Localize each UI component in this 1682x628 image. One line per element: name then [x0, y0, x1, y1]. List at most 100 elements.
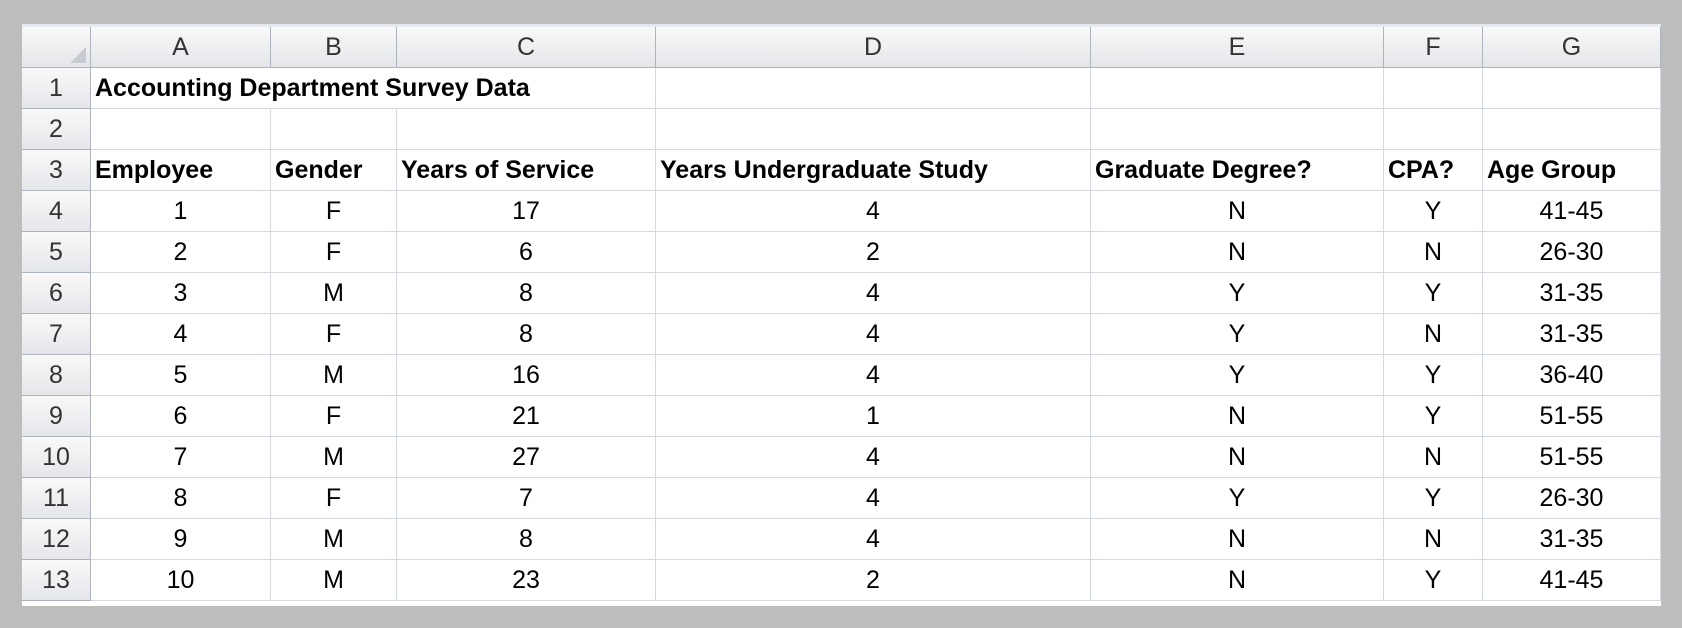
data-cell[interactable]: F: [271, 478, 397, 519]
column-header[interactable]: E: [1091, 27, 1384, 68]
data-cell[interactable]: 4: [656, 273, 1091, 314]
data-cell[interactable]: 51-55: [1483, 396, 1661, 437]
header-cell[interactable]: CPA?: [1384, 150, 1483, 191]
row-header[interactable]: 2: [22, 109, 91, 150]
title-cell[interactable]: Accounting Department Survey Data: [91, 68, 656, 109]
data-cell[interactable]: N: [1384, 232, 1483, 273]
column-header[interactable]: A: [91, 27, 271, 68]
cell[interactable]: [1091, 109, 1384, 150]
row-header[interactable]: 8: [22, 355, 91, 396]
data-cell[interactable]: 6: [397, 232, 656, 273]
data-cell[interactable]: 31-35: [1483, 314, 1661, 355]
data-cell[interactable]: 9: [91, 519, 271, 560]
data-cell[interactable]: 4: [656, 437, 1091, 478]
header-cell[interactable]: Years of Service: [397, 150, 656, 191]
data-cell[interactable]: 1: [91, 191, 271, 232]
data-cell[interactable]: 5: [91, 355, 271, 396]
data-cell[interactable]: 8: [397, 519, 656, 560]
data-cell[interactable]: 31-35: [1483, 273, 1661, 314]
data-cell[interactable]: N: [1091, 560, 1384, 601]
cell[interactable]: [271, 109, 397, 150]
data-cell[interactable]: M: [271, 273, 397, 314]
column-header[interactable]: C: [397, 27, 656, 68]
data-cell[interactable]: Y: [1091, 314, 1384, 355]
data-cell[interactable]: 36-40: [1483, 355, 1661, 396]
data-cell[interactable]: Y: [1091, 273, 1384, 314]
cell[interactable]: [1483, 109, 1661, 150]
data-cell[interactable]: Y: [1091, 355, 1384, 396]
data-cell[interactable]: 41-45: [1483, 191, 1661, 232]
column-header[interactable]: D: [656, 27, 1091, 68]
data-cell[interactable]: 2: [91, 232, 271, 273]
cell[interactable]: [91, 109, 271, 150]
row-header[interactable]: 10: [22, 437, 91, 478]
data-cell[interactable]: 31-35: [1483, 519, 1661, 560]
data-cell[interactable]: 17: [397, 191, 656, 232]
data-cell[interactable]: 4: [656, 191, 1091, 232]
data-cell[interactable]: Y: [1384, 478, 1483, 519]
data-cell[interactable]: Y: [1384, 355, 1483, 396]
data-cell[interactable]: 21: [397, 396, 656, 437]
data-cell[interactable]: 27: [397, 437, 656, 478]
row-header[interactable]: 9: [22, 396, 91, 437]
data-cell[interactable]: N: [1091, 519, 1384, 560]
data-cell[interactable]: 2: [656, 560, 1091, 601]
data-cell[interactable]: M: [271, 560, 397, 601]
data-cell[interactable]: N: [1091, 437, 1384, 478]
data-cell[interactable]: 4: [91, 314, 271, 355]
row-header[interactable]: 13: [22, 560, 91, 601]
data-cell[interactable]: 1: [656, 396, 1091, 437]
row-header[interactable]: 3: [22, 150, 91, 191]
data-cell[interactable]: Y: [1384, 191, 1483, 232]
row-header[interactable]: 1: [22, 68, 91, 109]
data-cell[interactable]: 4: [656, 355, 1091, 396]
data-cell[interactable]: N: [1384, 519, 1483, 560]
cell[interactable]: [1384, 109, 1483, 150]
data-cell[interactable]: 23: [397, 560, 656, 601]
data-cell[interactable]: 26-30: [1483, 478, 1661, 519]
data-cell[interactable]: 8: [397, 273, 656, 314]
data-cell[interactable]: N: [1091, 396, 1384, 437]
data-cell[interactable]: N: [1091, 232, 1384, 273]
data-cell[interactable]: F: [271, 396, 397, 437]
cell[interactable]: [656, 109, 1091, 150]
row-header[interactable]: 6: [22, 273, 91, 314]
row-header[interactable]: 4: [22, 191, 91, 232]
data-cell[interactable]: 7: [397, 478, 656, 519]
cell[interactable]: [1091, 68, 1384, 109]
data-cell[interactable]: M: [271, 519, 397, 560]
data-cell[interactable]: 10: [91, 560, 271, 601]
data-cell[interactable]: Y: [1384, 273, 1483, 314]
cell[interactable]: [1384, 68, 1483, 109]
data-cell[interactable]: 4: [656, 519, 1091, 560]
cell[interactable]: [397, 109, 656, 150]
data-cell[interactable]: 8: [397, 314, 656, 355]
data-cell[interactable]: 7: [91, 437, 271, 478]
cell[interactable]: [1483, 68, 1661, 109]
data-cell[interactable]: 4: [656, 314, 1091, 355]
data-cell[interactable]: Y: [1091, 478, 1384, 519]
data-cell[interactable]: 51-55: [1483, 437, 1661, 478]
header-cell[interactable]: Age Group: [1483, 150, 1661, 191]
cell[interactable]: [656, 68, 1091, 109]
header-cell[interactable]: Years Undergraduate Study: [656, 150, 1091, 191]
data-cell[interactable]: Y: [1384, 560, 1483, 601]
data-cell[interactable]: 6: [91, 396, 271, 437]
row-header[interactable]: 7: [22, 314, 91, 355]
data-cell[interactable]: F: [271, 191, 397, 232]
data-cell[interactable]: N: [1384, 314, 1483, 355]
data-cell[interactable]: N: [1091, 191, 1384, 232]
data-cell[interactable]: Y: [1384, 396, 1483, 437]
data-cell[interactable]: N: [1384, 437, 1483, 478]
data-cell[interactable]: 4: [656, 478, 1091, 519]
data-cell[interactable]: 2: [656, 232, 1091, 273]
data-cell[interactable]: 3: [91, 273, 271, 314]
data-cell[interactable]: 41-45: [1483, 560, 1661, 601]
column-header[interactable]: F: [1384, 27, 1483, 68]
data-cell[interactable]: 26-30: [1483, 232, 1661, 273]
header-cell[interactable]: Employee: [91, 150, 271, 191]
header-cell[interactable]: Graduate Degree?: [1091, 150, 1384, 191]
column-header[interactable]: B: [271, 27, 397, 68]
data-cell[interactable]: M: [271, 437, 397, 478]
row-header[interactable]: 11: [22, 478, 91, 519]
